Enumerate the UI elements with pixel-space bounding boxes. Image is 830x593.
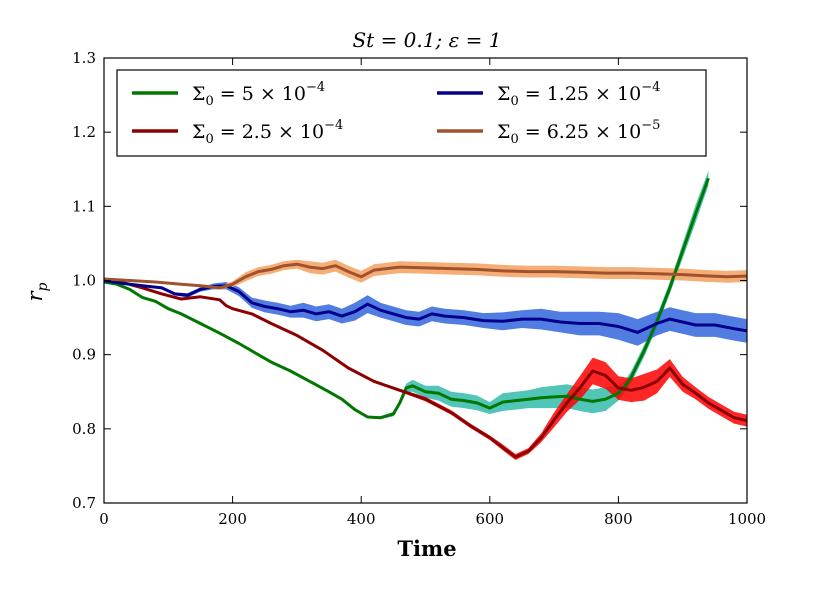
legend-label-3: Σ0 = 6.25 × 10−5 (497, 118, 660, 147)
chart-title: St = 0.1; ε = 1 (352, 28, 501, 52)
y-axis-label-sub: p (35, 282, 51, 291)
x-tick-label: 200 (218, 510, 247, 528)
y-axis-label: rp (23, 282, 51, 301)
legend: Σ0 = 5 × 10−4 Σ0 = 2.5 × 10−4 Σ0 = 1.25 × … (116, 69, 707, 157)
series-lines (103, 177, 748, 459)
series-bands (104, 170, 747, 460)
y-axis-label-main: r (23, 290, 47, 302)
y-tick-label: 0.7 (72, 494, 96, 512)
x-tick-label: 600 (475, 510, 504, 528)
y-tick-label: 0.9 (72, 346, 96, 364)
x-tick-label: 400 (347, 510, 376, 528)
series-line-1 (103, 279, 748, 459)
legend-label-1: Σ0 = 2.5 × 10−4 (192, 118, 343, 147)
y-tick-label: 1.2 (72, 123, 96, 141)
x-tick-label: 800 (604, 510, 633, 528)
y-axis: 0.7 0.8 0.9 1.0 1.1 1.2 1.3 (72, 49, 747, 512)
series-band-2 (104, 279, 747, 346)
series-line-0 (103, 177, 710, 420)
y-tick-label: 1.0 (72, 272, 96, 290)
series-line-3 (103, 262, 748, 290)
legend-box (116, 69, 707, 157)
y-tick-label: 0.8 (72, 420, 96, 438)
x-axis-label: Time (397, 536, 456, 561)
legend-label-2: Σ0 = 1.25 × 10−4 (497, 80, 660, 109)
x-tick-label: 1000 (728, 510, 766, 528)
x-tick-label: 0 (99, 510, 109, 528)
y-tick-label: 1.1 (72, 197, 96, 215)
x-axis: 0 200 400 600 800 1000 (99, 58, 766, 528)
series-band-3 (104, 259, 747, 290)
y-tick-label: 1.3 (72, 49, 96, 67)
legend-label-0: Σ0 = 5 × 10−4 (192, 80, 325, 109)
